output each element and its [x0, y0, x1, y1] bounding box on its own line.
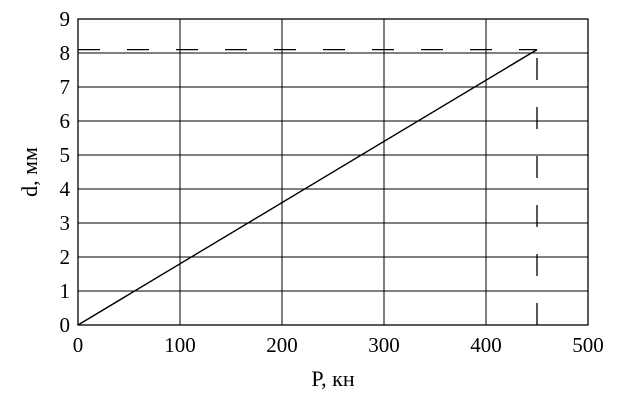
x-axis-title: P, кн — [311, 366, 354, 391]
x-tick-label: 500 — [572, 333, 604, 357]
plot-frame — [77, 18, 589, 326]
y-axis-title: d, мм — [17, 147, 42, 197]
y-tick-label: 5 — [60, 143, 71, 167]
y-tick-label: 3 — [60, 211, 71, 235]
series-line-0 — [77, 48, 538, 326]
y-tick-labels: 0 1 2 3 4 5 6 7 8 9 — [60, 7, 71, 337]
x-tick-label: 0 — [73, 333, 84, 357]
y-tick-label: 6 — [60, 109, 71, 133]
y-tick-label: 7 — [60, 75, 71, 99]
x-tick-label: 200 — [266, 333, 298, 357]
y-tick-label: 4 — [60, 177, 71, 201]
y-tick-label: 9 — [60, 7, 71, 31]
y-tick-label: 2 — [60, 245, 71, 269]
y-tick-label: 1 — [60, 279, 71, 303]
x-tick-labels: 0 100 200 300 400 500 — [73, 333, 604, 357]
y-tick-label: 8 — [60, 41, 71, 65]
x-tick-label: 400 — [470, 333, 502, 357]
x-tick-label: 300 — [368, 333, 400, 357]
x-tick-label: 100 — [164, 333, 196, 357]
series-layer — [77, 48, 538, 326]
y-tick-label: 0 — [60, 313, 71, 337]
